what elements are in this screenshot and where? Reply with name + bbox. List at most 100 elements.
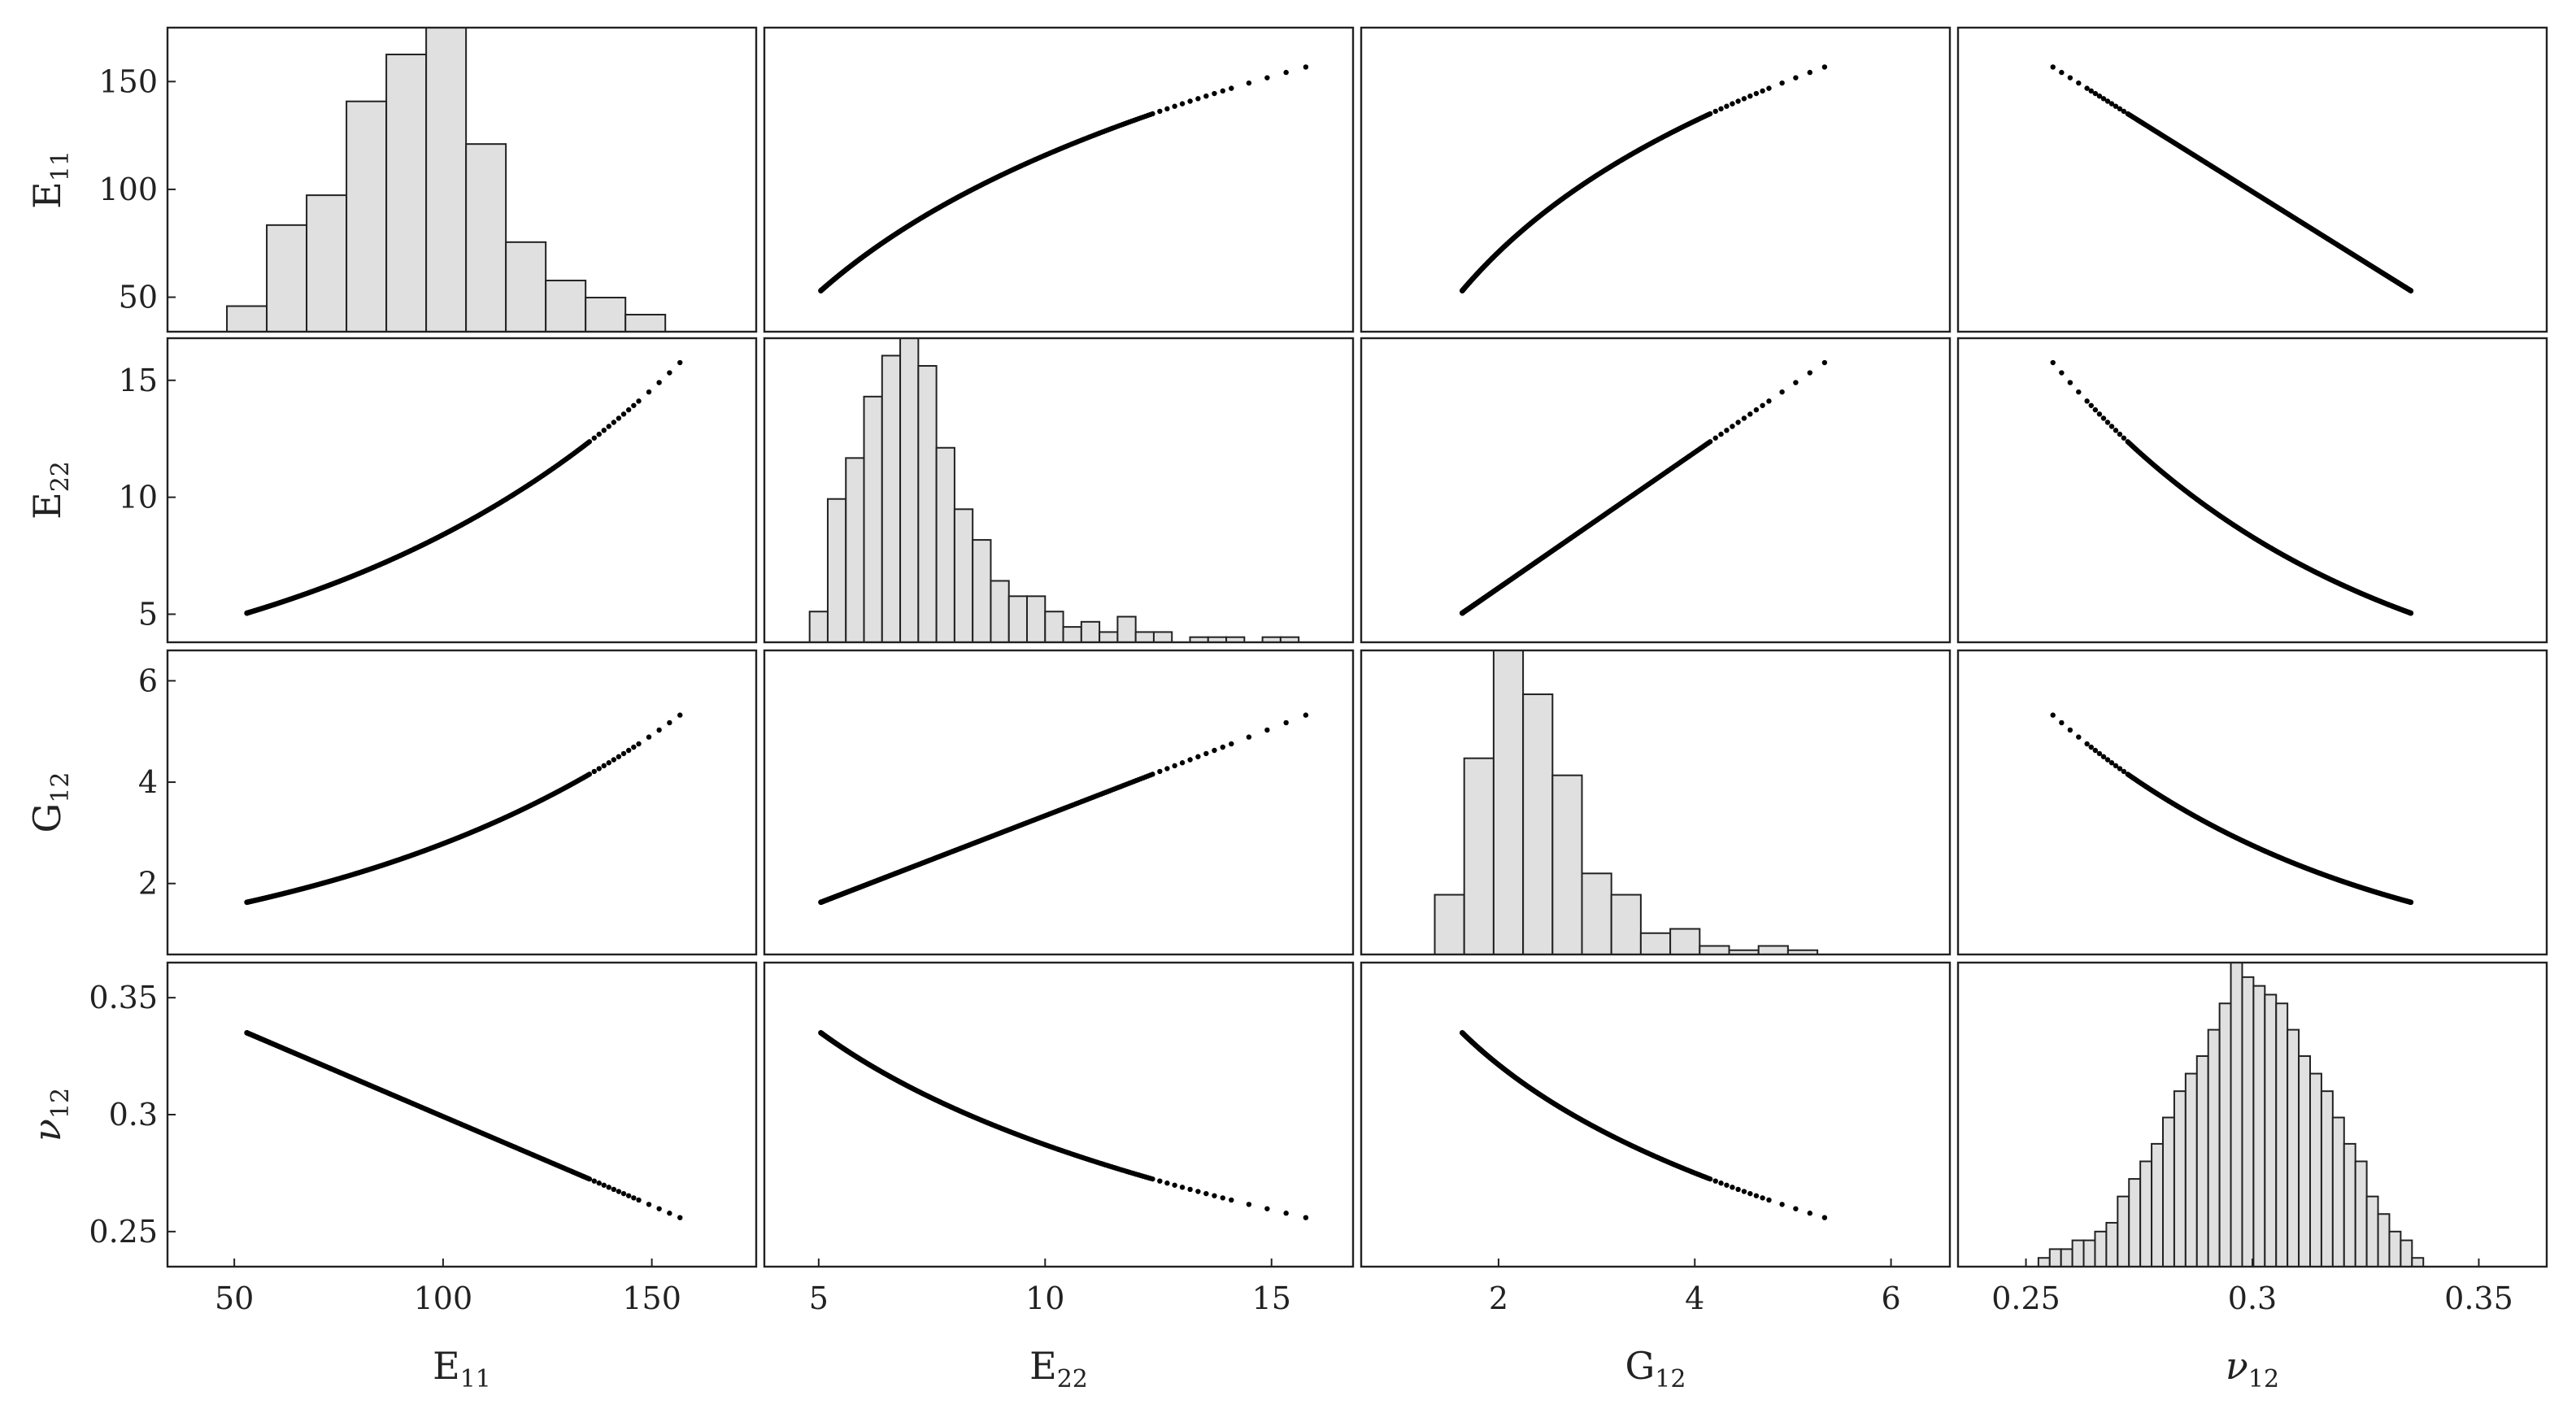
y-tick-label-G12: 2 bbox=[138, 866, 158, 902]
hist-bar-nu12-24 bbox=[2309, 1072, 2322, 1267]
x-tick-label-E22: 5 bbox=[809, 1280, 829, 1316]
point-E11-vs-E22-352 bbox=[1229, 85, 1234, 91]
y-tick-label-G12: 6 bbox=[138, 663, 158, 698]
hist-bar-E22-8 bbox=[953, 508, 974, 642]
point-nu12-vs-E22-343 bbox=[1157, 1178, 1163, 1184]
point-G12-vs-E11-348 bbox=[616, 754, 622, 759]
point-E22-vs-G12-350 bbox=[1753, 407, 1760, 413]
point-E11-vs-G12-343 bbox=[1712, 108, 1718, 115]
point-E22-vs-nu12-356 bbox=[2050, 359, 2056, 366]
hist-bar-G12-3 bbox=[1522, 693, 1554, 954]
x-tick-label-G12: 6 bbox=[1882, 1280, 1901, 1316]
point-E11-vs-nu12-347 bbox=[2104, 98, 2111, 104]
point-E11-vs-G12-342 bbox=[1707, 111, 1713, 117]
hist-bar-E11-1 bbox=[266, 224, 308, 332]
hist-bar-G12-2 bbox=[1492, 650, 1525, 954]
point-E22-vs-E11-355 bbox=[667, 370, 672, 376]
y-tick-label-E11: 50 bbox=[119, 280, 158, 315]
hist-bar-G12-5 bbox=[1581, 872, 1612, 954]
point-nu12-vs-E22-347 bbox=[1187, 1186, 1193, 1193]
point-E11-vs-nu12-354 bbox=[2067, 75, 2073, 80]
panel-G12-vs-G12 bbox=[1360, 649, 1952, 956]
x-tick-label-G12: 2 bbox=[1489, 1280, 1508, 1316]
point-G12-vs-E11-349 bbox=[620, 750, 627, 757]
hist-bar-E22-7 bbox=[935, 446, 955, 642]
point-E11-vs-E22-356 bbox=[1303, 64, 1309, 70]
point-E11-vs-E22-342 bbox=[1150, 111, 1155, 117]
panel-E22-vs-E11: 5 10 15 bbox=[119, 337, 758, 644]
point-E11-vs-nu12-351 bbox=[2088, 88, 2094, 94]
point-E22-vs-nu12-346 bbox=[2108, 424, 2115, 429]
hist-bar-nu12-1 bbox=[2048, 1248, 2062, 1267]
point-E11-vs-E22-355 bbox=[1283, 69, 1289, 76]
hist-bar-E22-0 bbox=[808, 611, 829, 642]
y-tick-label-nu12: 0.25 bbox=[89, 1214, 158, 1250]
point-nu12-vs-E22-354 bbox=[1264, 1206, 1270, 1211]
panel-nu12-vs-E11: 0.25 0.3 0.35 50 100 150 bbox=[89, 961, 758, 1316]
hist-bar-nu12-17 bbox=[2230, 963, 2243, 1267]
y-tick-label-E22: 5 bbox=[138, 596, 158, 632]
hist-bar-nu12-27 bbox=[2343, 1142, 2356, 1267]
point-E22-vs-nu12-342 bbox=[2125, 439, 2130, 445]
point-E22-vs-G12-342 bbox=[1707, 439, 1713, 445]
hist-bar-E22-3 bbox=[863, 395, 883, 642]
point-nu12-vs-E22-349 bbox=[1203, 1190, 1209, 1197]
hist-bar-E22-16 bbox=[1099, 631, 1119, 642]
hist-bar-nu12-25 bbox=[2320, 1090, 2334, 1267]
y-axis-label-E11: E11 bbox=[25, 150, 75, 209]
hist-bar-E22-11 bbox=[1007, 595, 1029, 642]
point-E22-vs-nu12-349 bbox=[2096, 411, 2103, 417]
point-nu12-vs-G12-345 bbox=[1724, 1182, 1730, 1188]
y-tick-label-E11: 150 bbox=[98, 63, 158, 99]
point-nu12-vs-E11-343 bbox=[591, 1178, 597, 1184]
point-G12-vs-nu12-342 bbox=[2125, 772, 2130, 777]
panel-frame bbox=[1956, 26, 2548, 333]
point-E11-vs-G12-351 bbox=[1760, 88, 1765, 94]
point-G12-vs-nu12-356 bbox=[2050, 712, 2056, 718]
point-E22-vs-G12-356 bbox=[1821, 359, 1828, 366]
point-E22-vs-E11-351 bbox=[631, 402, 637, 408]
x-tick-label-E22: 10 bbox=[1025, 1280, 1064, 1316]
point-G12-vs-E11-354 bbox=[656, 727, 662, 733]
y-axis-label-E22: E22 bbox=[25, 461, 75, 520]
hist-bar-nu12-26 bbox=[2331, 1116, 2345, 1267]
point-E22-vs-nu12-350 bbox=[2092, 407, 2099, 413]
hist-bar-G12-8 bbox=[1669, 928, 1701, 954]
hist-bar-nu12-7 bbox=[2117, 1195, 2130, 1267]
point-G12-vs-nu12-343 bbox=[2121, 768, 2127, 775]
hist-bar-G12-1 bbox=[1463, 757, 1495, 954]
hist-bar-nu12-12 bbox=[2173, 1090, 2187, 1267]
point-E11-vs-E22-347 bbox=[1187, 98, 1193, 104]
panel-frame bbox=[763, 649, 1355, 956]
point-E22-vs-E11-354 bbox=[656, 380, 662, 385]
y-tick-label-nu12: 0.3 bbox=[109, 1097, 158, 1133]
hist-bar-nu12-3 bbox=[2071, 1239, 2085, 1267]
hist-bar-E11-9 bbox=[585, 297, 627, 332]
hist-bar-E11-4 bbox=[385, 53, 428, 332]
point-E11-vs-nu12-355 bbox=[2059, 69, 2065, 76]
point-E22-vs-nu12-352 bbox=[2084, 398, 2090, 404]
point-E22-vs-G12-352 bbox=[1766, 398, 1772, 404]
panel-E22-vs-E22 bbox=[763, 337, 1355, 644]
point-G12-vs-E11-343 bbox=[591, 768, 597, 775]
point-nu12-vs-E22-344 bbox=[1164, 1180, 1170, 1186]
hist-bar-nu12-19 bbox=[2252, 985, 2266, 1267]
panel-frame bbox=[166, 26, 758, 333]
hist-bar-nu12-6 bbox=[2105, 1222, 2119, 1267]
point-nu12-vs-E11-355 bbox=[667, 1211, 672, 1216]
hist-bar-E11-7 bbox=[505, 241, 547, 332]
y-axis-label-G12: G12 bbox=[25, 772, 75, 833]
point-E22-vs-nu12-354 bbox=[2067, 380, 2073, 385]
point-G12-vs-E11-344 bbox=[596, 766, 602, 772]
hist-bar-nu12-9 bbox=[2139, 1160, 2153, 1267]
hist-bar-nu12-22 bbox=[2287, 1028, 2300, 1267]
point-E22-vs-E11-352 bbox=[636, 398, 642, 404]
point-G12-vs-E22-342 bbox=[1150, 772, 1155, 777]
point-E11-vs-G12-354 bbox=[1793, 75, 1799, 80]
point-G12-vs-E22-349 bbox=[1203, 750, 1209, 757]
point-E22-vs-E11-345 bbox=[601, 428, 607, 433]
point-G12-vs-nu12-349 bbox=[2096, 750, 2103, 757]
point-E11-vs-nu12-356 bbox=[2050, 64, 2056, 70]
point-E22-vs-E11-350 bbox=[625, 407, 632, 413]
point-nu12-vs-E22-346 bbox=[1179, 1185, 1186, 1190]
